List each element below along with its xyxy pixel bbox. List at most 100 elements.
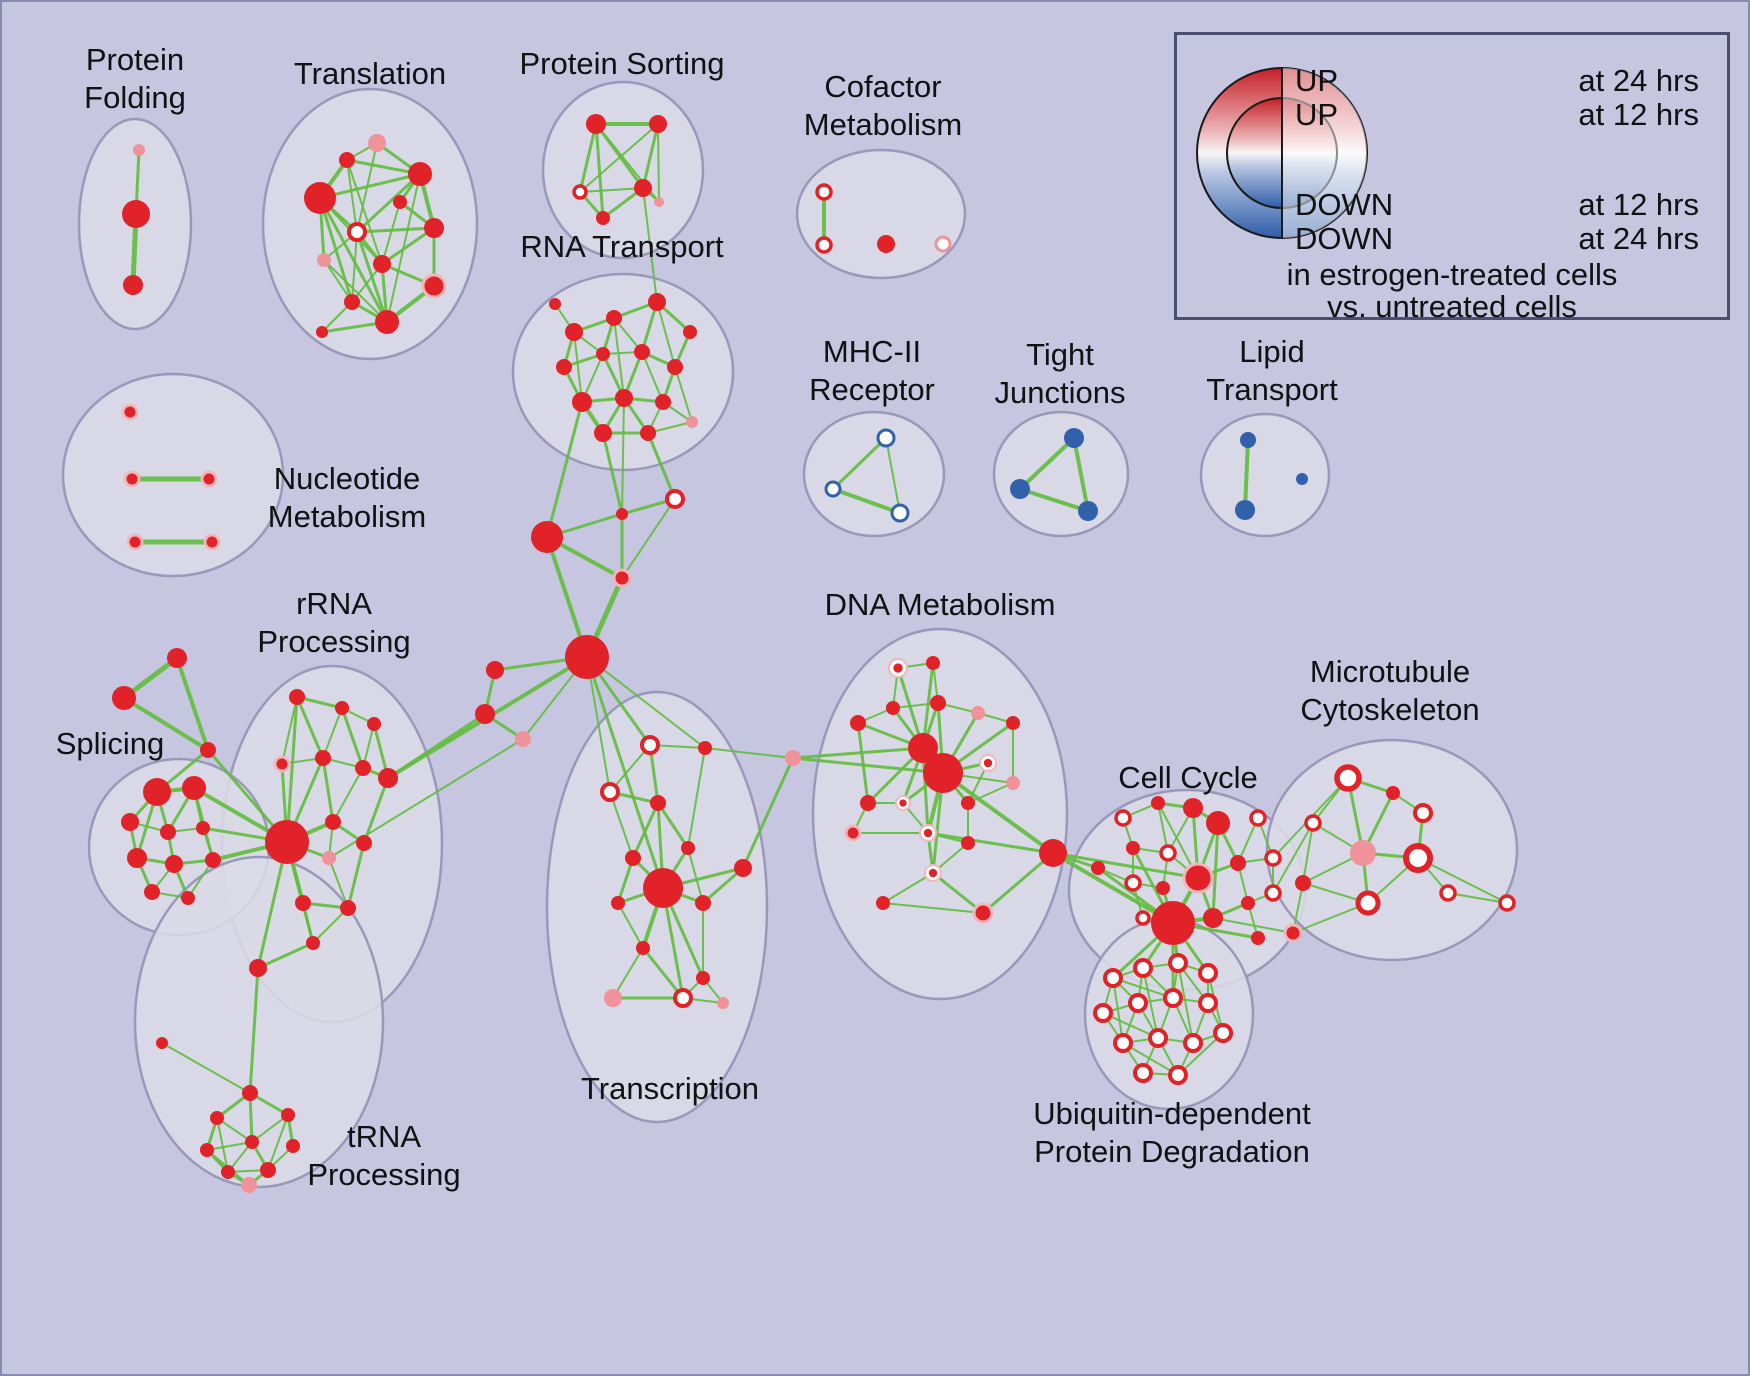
- network-node: [1386, 786, 1400, 800]
- network-edge: [346, 159, 358, 233]
- network-node: [1103, 968, 1123, 988]
- network-node: [1439, 884, 1457, 902]
- network-edge: [248, 966, 260, 1095]
- network-edge: [175, 656, 210, 752]
- network-edge: [609, 744, 651, 793]
- network-edge: [601, 431, 624, 516]
- network-node: [681, 841, 695, 855]
- network-node: [1241, 896, 1255, 910]
- network-node: [203, 533, 221, 551]
- network-node: [717, 997, 729, 1009]
- network-node: [1168, 953, 1188, 973]
- cluster-label-tight-junctions: Junctions: [995, 375, 1126, 410]
- network-edge: [318, 196, 389, 324]
- network-edge: [967, 782, 1014, 804]
- network-edge: [216, 1117, 229, 1173]
- network-node: [1128, 993, 1148, 1013]
- network-node: [1135, 910, 1151, 926]
- network-edge: [612, 947, 644, 999]
- network-edge: [285, 695, 299, 844]
- network-node: [636, 941, 650, 955]
- network-edge: [882, 872, 934, 904]
- network-edge: [931, 871, 985, 915]
- network-edge: [248, 1091, 254, 1144]
- network-node: [572, 392, 592, 412]
- network-edge: [281, 696, 298, 765]
- network-node: [424, 218, 444, 238]
- network-edge: [381, 201, 401, 265]
- cluster-label-trna-processing: tRNA: [347, 1119, 421, 1154]
- network-node: [335, 701, 349, 715]
- network-node: [531, 521, 563, 553]
- network-edge: [791, 746, 925, 760]
- network-node: [144, 884, 160, 900]
- network-node: [1498, 894, 1516, 912]
- legend: UP at 24 hrs UP at 12 hrs DOWN at 12 hrs…: [1174, 32, 1730, 324]
- network-node: [649, 115, 667, 133]
- network-node: [655, 394, 671, 410]
- cluster-label-rna-transport: RNA Transport: [520, 229, 724, 264]
- network-node: [1296, 473, 1308, 485]
- network-node: [127, 848, 147, 868]
- network-edge: [981, 851, 1055, 915]
- network-edge: [1112, 977, 1124, 1044]
- network-node: [634, 344, 650, 360]
- network-node: [340, 900, 356, 916]
- network-node: [315, 750, 331, 766]
- network-edge: [941, 771, 1055, 855]
- network-edge: [1177, 962, 1194, 1044]
- cluster-label-protein-folding: Folding: [84, 80, 186, 115]
- network-edge: [579, 123, 659, 193]
- network-node: [265, 820, 309, 864]
- network-node: [242, 1085, 258, 1101]
- network-node: [1235, 500, 1255, 520]
- network-edge: [362, 776, 390, 845]
- network-edge: [641, 351, 664, 403]
- network-node: [378, 768, 398, 788]
- network-node: [971, 706, 985, 720]
- network-node: [143, 778, 171, 806]
- network-edge: [642, 187, 658, 303]
- network-edge: [573, 331, 583, 403]
- cluster-label-rrna-processing: rRNA: [296, 586, 372, 621]
- network-node: [1403, 843, 1433, 873]
- network-edge: [318, 172, 422, 200]
- network-node: [181, 891, 195, 905]
- cluster-label-lipid-transport: Transport: [1206, 372, 1338, 407]
- network-edge: [1142, 967, 1159, 1039]
- cluster-ellipse-nucleotide-metabolism: [61, 372, 285, 578]
- cluster-label-mhc-ii-receptor: Receptor: [809, 372, 935, 407]
- network-node: [260, 1162, 276, 1178]
- network-node: [1413, 803, 1433, 823]
- network-edge: [1112, 977, 1174, 999]
- cluster-label-cofactor-metabolism: Metabolism: [804, 107, 963, 142]
- network-edge: [356, 142, 378, 233]
- network-edge: [585, 655, 665, 890]
- network-node: [594, 424, 612, 442]
- network-node: [648, 293, 666, 311]
- network-node: [824, 480, 842, 498]
- network-node: [241, 1177, 257, 1193]
- network-edge: [586, 656, 611, 793]
- cluster-label-splicing: Splicing: [56, 726, 165, 761]
- network-node: [850, 715, 866, 731]
- network-node: [734, 859, 752, 877]
- network-node: [667, 359, 683, 375]
- network-node: [600, 782, 620, 802]
- network-node: [221, 1165, 235, 1179]
- network-edge: [380, 226, 436, 266]
- network-edge: [323, 259, 353, 303]
- network-node: [249, 959, 267, 977]
- network-node: [200, 742, 216, 758]
- network-edge: [340, 706, 365, 770]
- network-node: [1240, 432, 1256, 448]
- network-edge: [312, 907, 349, 944]
- network-edge: [256, 941, 315, 970]
- cluster-ellipse-translation: [261, 87, 479, 361]
- network-node: [695, 895, 711, 911]
- network-node: [1350, 840, 1376, 866]
- network-node: [375, 310, 399, 334]
- network-node: [304, 182, 336, 214]
- network-node: [1159, 844, 1177, 862]
